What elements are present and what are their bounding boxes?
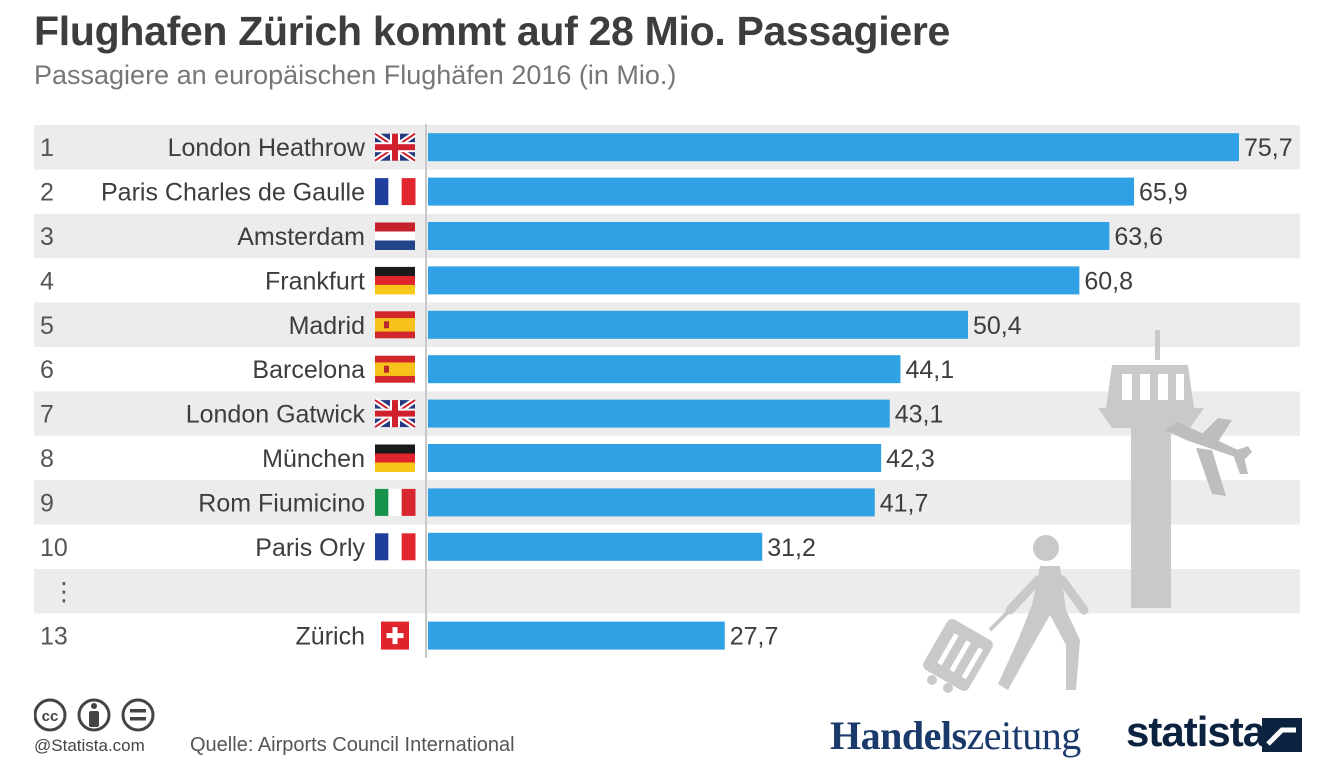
fr-flag-icon <box>375 178 416 206</box>
airport-label: London Heathrow <box>168 134 366 162</box>
chart-subtitle: Passagiere an europäischen Flughäfen 201… <box>34 60 677 90</box>
by-icon <box>77 698 111 732</box>
rank-label: 9 <box>40 489 54 517</box>
rank-label: 8 <box>40 445 54 473</box>
bar <box>428 532 763 561</box>
logo-hz-part1: Handels <box>830 713 967 758</box>
rank-label: 7 <box>40 401 54 429</box>
handelszeitung-logo[interactable]: Handelszeitung <box>830 712 1081 759</box>
row-gap: ⋮ <box>52 578 77 606</box>
rank-label: 6 <box>40 356 54 384</box>
gb-flag-icon <box>373 131 417 164</box>
ellipsis-label: ⋮ <box>52 578 77 606</box>
bar <box>428 222 1110 250</box>
traveller-icon <box>923 535 1089 693</box>
value-label: 27,7 <box>730 623 779 651</box>
bar-row: 4 Frankfurt 60,8 <box>40 266 1133 295</box>
bar <box>428 488 875 517</box>
bar-row: 13 Zürich 27,7 <box>40 621 779 651</box>
fr-flag-icon <box>375 533 416 561</box>
it-flag-icon <box>375 488 416 516</box>
bar <box>428 621 725 650</box>
bar-row: 8 München 42,3 <box>40 444 935 473</box>
value-label: 44,1 <box>905 356 954 384</box>
value-label: 42,3 <box>886 445 935 473</box>
chart-title: Flughafen Zürich kommt auf 28 Mio. Passa… <box>34 8 951 54</box>
value-label: 60,8 <box>1084 267 1133 295</box>
statista-credit[interactable]: @Statista.com <box>34 736 145 755</box>
row-stripe <box>34 569 1300 614</box>
bar <box>428 355 901 384</box>
rank-label: 13 <box>40 623 68 651</box>
logo-hz-part2: zeitung <box>966 713 1082 758</box>
value-label: 41,7 <box>880 489 929 517</box>
es-flag-icon <box>375 355 415 383</box>
es-flag-icon <box>375 311 415 339</box>
airport-label: Barcelona <box>252 356 365 384</box>
de-flag-icon <box>375 266 415 295</box>
airport-label: Paris Orly <box>255 534 365 562</box>
rank-label: 1 <box>40 134 54 162</box>
airport-label: München <box>262 445 365 473</box>
bar-row: 1 London Heathrow 75,7 <box>40 131 1293 164</box>
value-label: 50,4 <box>973 312 1022 340</box>
bar <box>428 444 882 472</box>
airport-label: Rom Fiumicino <box>198 489 365 517</box>
statista-logo[interactable]: statista <box>1126 708 1266 755</box>
airport-label: Madrid <box>289 312 365 340</box>
bar-row: 9 Rom Fiumicino 41,7 <box>40 488 928 517</box>
airport-label: Paris Charles de Gaulle <box>101 179 365 207</box>
nl-flag-icon <box>375 222 415 250</box>
bar <box>428 133 1239 162</box>
statista-logo-mark-icon <box>1262 718 1302 752</box>
value-label: 75,7 <box>1244 134 1293 162</box>
airport-label: London Gatwick <box>186 401 366 429</box>
control-tower-icon <box>1098 330 1204 608</box>
value-label: 63,6 <box>1114 223 1163 251</box>
bar <box>428 310 968 339</box>
value-label: 31,2 <box>767 534 816 562</box>
rank-label: 3 <box>40 223 54 251</box>
rank-label: 10 <box>40 534 68 562</box>
airport-illustration <box>923 330 1252 693</box>
nd-icon <box>121 698 155 732</box>
airport-label: Frankfurt <box>265 267 365 295</box>
airport-label: Amsterdam <box>237 223 365 251</box>
airport-label: Zürich <box>296 623 365 651</box>
value-label: 65,9 <box>1139 179 1188 207</box>
bar-row: 7 London Gatwick 43,1 <box>40 397 944 430</box>
airplane-icon <box>1165 418 1252 496</box>
gb-flag-icon <box>373 397 417 430</box>
bar-row: 2 Paris Charles de Gaulle 65,9 <box>40 177 1188 207</box>
rank-label: 5 <box>40 312 54 340</box>
bar-row: 3 Amsterdam 63,6 <box>40 222 1163 251</box>
source-note: Quelle: Airports Council International <box>190 734 515 756</box>
bar-row: 5 Madrid 50,4 <box>40 310 1022 340</box>
rank-label: 2 <box>40 179 54 207</box>
bar <box>428 177 1135 206</box>
bar <box>428 266 1080 295</box>
value-label: 43,1 <box>895 401 944 429</box>
bar <box>428 399 890 428</box>
ch-flag-icon <box>381 621 409 650</box>
license-icons: cc <box>33 697 164 740</box>
rank-label: 4 <box>40 267 54 295</box>
svg-text:cc: cc <box>42 708 59 725</box>
cc-icon: cc <box>33 698 67 732</box>
bar-row: 10 Paris Orly 31,2 <box>40 532 816 562</box>
bar-row: 6 Barcelona 44,1 <box>40 355 954 384</box>
de-flag-icon <box>375 444 415 472</box>
